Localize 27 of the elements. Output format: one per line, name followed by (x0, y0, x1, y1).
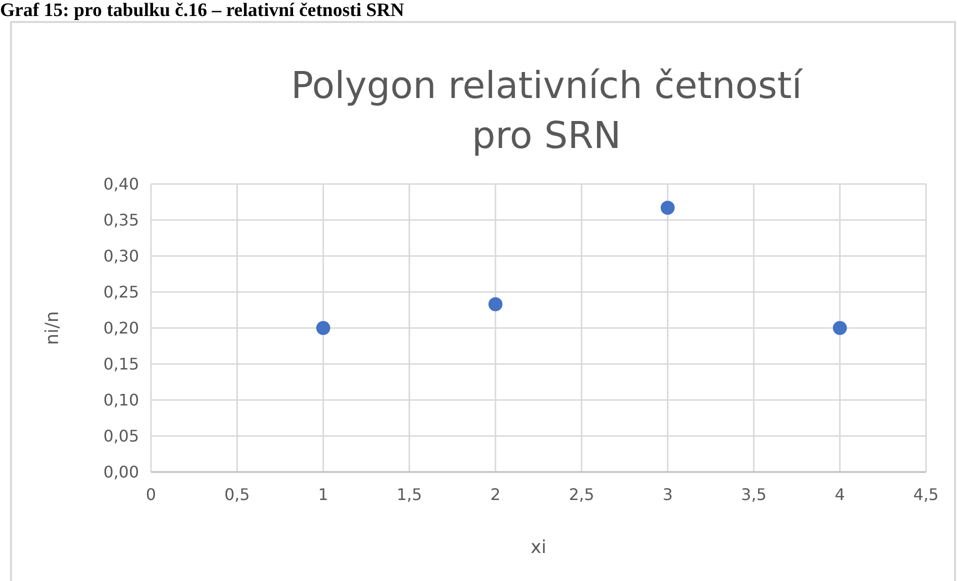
y-tick-label: 0,35 (103, 210, 139, 230)
x-tick-label: 0 (146, 485, 156, 504)
point (316, 321, 330, 335)
y-tick-label: 0,30 (103, 246, 139, 266)
y-tick-label: 0,05 (103, 426, 139, 446)
x-tick-label: 2,5 (568, 485, 594, 504)
y-tick-label: 0,25 (103, 282, 139, 302)
point (832, 321, 847, 335)
text: Graf 15: pro tabulku č.16 – relativní četnosti SRN (0, 0, 404, 21)
x-tick-label: 1,5 (396, 485, 422, 504)
y-tick-label: 0,40 (103, 174, 139, 194)
x-tick-label: 3 (662, 485, 673, 504)
x-tick-label: 1 (318, 485, 328, 504)
y-tick-label: 0,20 (103, 318, 139, 338)
point (660, 200, 675, 215)
point (488, 297, 502, 312)
y-tick-label: 0,15 (103, 354, 139, 374)
y-tick-label: 0,00 (103, 462, 139, 482)
x-tick-label: 3,5 (741, 485, 767, 504)
y-axis-title: ni/n (42, 311, 63, 345)
x-axis-title: xi (530, 537, 546, 558)
x-tick-label: 0,5 (224, 485, 250, 504)
x-tick-label: 4 (834, 485, 845, 504)
x-tick-label: 2 (490, 485, 501, 504)
chart-title: Polygon relativních četností pro SRN (291, 64, 804, 157)
x-tick-label: 4,5 (913, 485, 939, 504)
y-tick-label: 0,10 (103, 390, 139, 410)
